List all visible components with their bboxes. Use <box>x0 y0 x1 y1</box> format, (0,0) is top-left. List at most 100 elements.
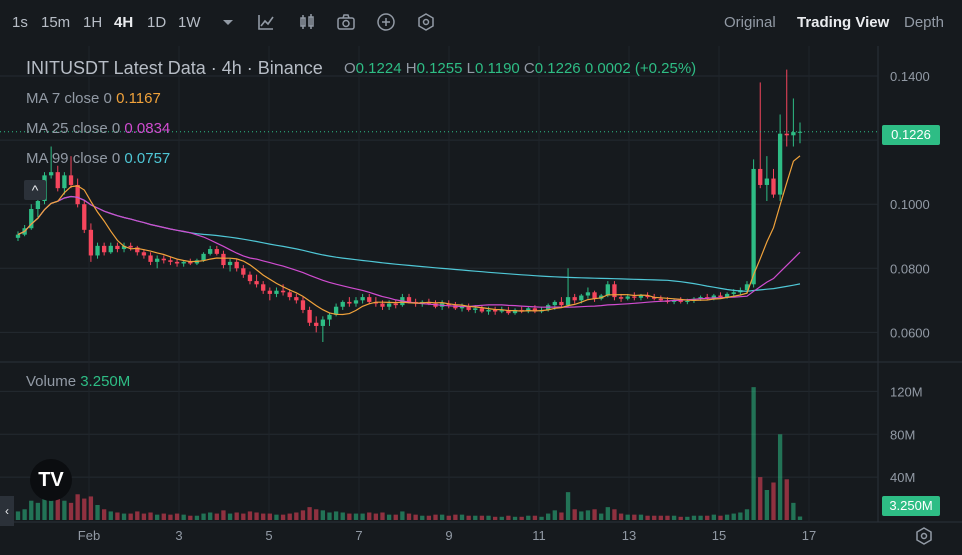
volume-bar <box>82 498 87 520</box>
candle-body <box>652 297 657 299</box>
candle-body <box>208 249 213 254</box>
volume-bar <box>327 512 332 520</box>
chart-settings-icon[interactable] <box>914 526 934 546</box>
candlestick-icon[interactable] <box>297 12 317 32</box>
candle-body <box>340 301 345 307</box>
volume-value: 3.250M <box>80 373 131 390</box>
timeframe-15m[interactable]: 15m <box>41 14 71 31</box>
line-chart-icon[interactable] <box>256 12 276 32</box>
candle-body <box>241 268 246 275</box>
candle-body <box>280 290 286 293</box>
volume-bar <box>473 515 478 520</box>
candle-body <box>605 284 610 296</box>
scroll-left-button[interactable]: ‹ <box>0 496 14 526</box>
volume-bar <box>22 509 27 520</box>
candlestick-chart[interactable]: 0.14000.12000.10000.08000.0600120M80M40M… <box>0 46 962 555</box>
volume-bar <box>506 515 511 520</box>
volume-bar <box>764 490 770 520</box>
volume-bar <box>208 512 213 520</box>
timeframe-1s[interactable]: 1s <box>12 14 28 31</box>
tab-depth[interactable]: Depth <box>904 14 945 31</box>
volume-bar <box>280 514 286 520</box>
candle-body <box>48 172 54 176</box>
candle-body <box>307 309 312 323</box>
candle-body <box>718 295 723 298</box>
volume-bar <box>466 515 471 520</box>
ma7-label: MA 7 close 0 <box>26 90 112 107</box>
low-label: L <box>466 60 475 77</box>
camera-icon[interactable] <box>336 12 356 32</box>
volume-bar <box>347 513 352 520</box>
timeframe-1w[interactable]: 1W <box>178 14 201 31</box>
candle-body <box>227 261 233 266</box>
volume-bar <box>671 515 677 520</box>
tab-original[interactable]: Original <box>724 14 776 31</box>
ma25-legend: MA 25 close 0 0.0834 <box>26 120 170 137</box>
toolbar: 1s 15m 1H 4H 1D 1W Original Trading View… <box>0 0 962 46</box>
current-price-tag: 0.1226 <box>882 125 940 145</box>
candle-body <box>121 245 127 250</box>
time-tick-label: Feb <box>78 528 100 543</box>
volume-bar <box>526 515 531 520</box>
volume-bar <box>121 513 127 520</box>
candle-body <box>784 133 789 136</box>
candle-body <box>393 303 398 306</box>
volume-bar <box>724 514 730 520</box>
price-tick-label: 0.0600 <box>890 325 930 340</box>
tradingview-logo: TV <box>30 459 72 501</box>
volume-bar <box>300 510 306 520</box>
volume-bar <box>48 494 54 520</box>
volume-bar <box>678 516 683 520</box>
timeframe-1h[interactable]: 1H <box>83 14 103 31</box>
volume-bar <box>599 513 604 520</box>
volume-bar <box>705 515 710 520</box>
candle-body <box>486 309 491 312</box>
volume-bar <box>148 512 153 520</box>
add-indicator-icon[interactable] <box>376 12 396 32</box>
volume-bar <box>35 502 41 520</box>
volume-bar <box>227 513 233 520</box>
candle-body <box>274 290 279 294</box>
volume-bar <box>201 513 206 520</box>
candle-body <box>512 309 518 314</box>
volume-bar <box>433 514 438 520</box>
tab-trading-view[interactable]: Trading View <box>797 14 890 31</box>
volume-bar <box>658 515 663 520</box>
candle-body <box>300 300 306 310</box>
candle-body <box>791 132 796 136</box>
price-tick-label: 0.1400 <box>890 69 930 84</box>
volume-bar <box>718 515 723 520</box>
close-value: 0.1226 <box>534 60 581 77</box>
ma99-value: 0.0757 <box>124 150 171 167</box>
candle-body <box>698 297 703 299</box>
volume-bar <box>751 387 756 520</box>
candle-body <box>267 290 272 294</box>
ma99-legend: MA 99 close 0 0.0757 <box>26 150 170 167</box>
settings-hexagon-icon[interactable] <box>416 12 436 32</box>
volume-bar <box>446 515 451 520</box>
candle-body <box>247 274 253 282</box>
chevron-down-icon[interactable] <box>218 12 238 32</box>
candle-body <box>559 301 564 306</box>
collapse-legend-button[interactable]: ^ <box>24 180 46 200</box>
timeframe-1d[interactable]: 1D <box>147 14 167 31</box>
volume-bar <box>400 511 405 520</box>
candle-body <box>744 284 750 291</box>
candle-body <box>135 247 140 253</box>
ma25-label: MA 25 close 0 <box>26 120 121 137</box>
candle-body <box>552 301 557 306</box>
volume-bar <box>155 514 160 520</box>
candle-body <box>506 309 511 314</box>
candle-body <box>526 308 531 312</box>
volume-bar <box>62 500 67 520</box>
volume-bar <box>15 511 21 520</box>
candle-body <box>320 319 326 326</box>
volume-bar <box>294 512 299 520</box>
low-value: 0.1190 <box>474 60 520 77</box>
open-label: O <box>344 60 356 77</box>
candle-body <box>685 300 690 302</box>
timeframe-4h[interactable]: 4H <box>114 14 134 31</box>
candle-body <box>221 253 226 266</box>
candle-body <box>618 297 624 299</box>
volume-bar <box>340 512 345 520</box>
